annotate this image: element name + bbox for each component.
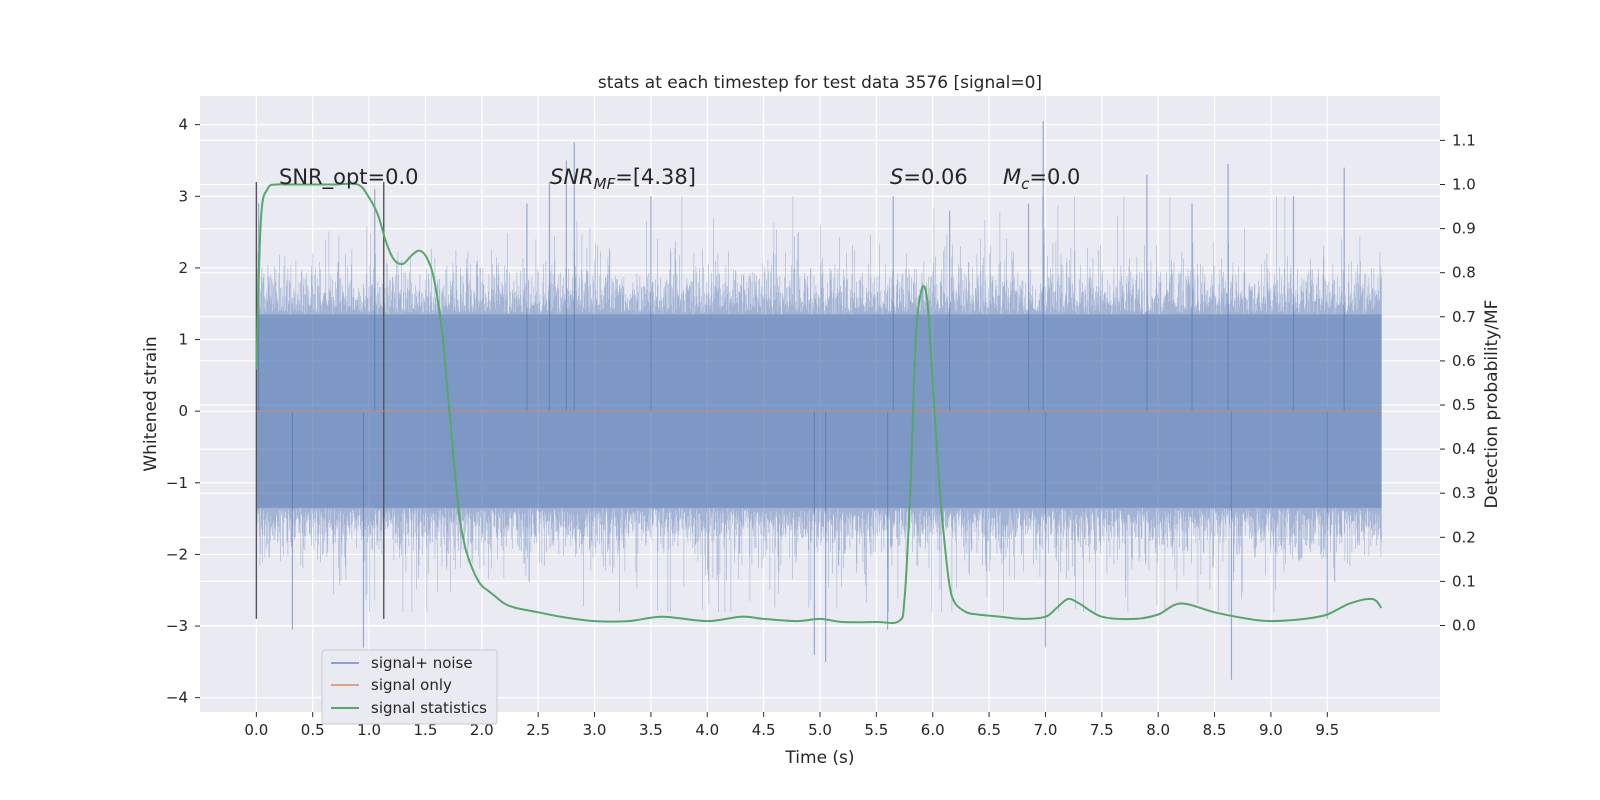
x-tick-label: 0.0 (244, 721, 268, 739)
x-tick-label: 5.5 (864, 721, 888, 739)
x-tick-label: 7.5 (1090, 721, 1114, 739)
legend-label-signal-noise: signal+ noise (371, 654, 473, 672)
y-tick-label: −1 (166, 474, 188, 492)
x-tick-label: 1.0 (357, 721, 381, 739)
x-tick-label: 3.0 (583, 721, 607, 739)
annotation-s-var: S (890, 165, 903, 189)
annotations: SNR_opt=0.0 SNRMF=[4.38] S=0.06 Mc=0.0 (279, 165, 1080, 193)
annotation-snr-mf-value: =[4.38] (615, 165, 696, 189)
annotation-snr-mf-var: SNR (550, 165, 594, 189)
annotation-snr-mf: SNRMF=[4.38] (550, 165, 696, 193)
annotation-snr-mf-sub: MF (594, 175, 616, 193)
y-tick-label: −3 (166, 617, 188, 635)
x-tick-label: 2.5 (526, 721, 550, 739)
x-tick-label: 8.5 (1203, 721, 1227, 739)
x-tick-label: 4.0 (695, 721, 719, 739)
y-tick-label: −4 (166, 689, 188, 707)
y-axis-right-label: Detection probability/MF (1482, 300, 1502, 509)
y-tick-label: 2 (178, 259, 188, 277)
y-tick-label: 0 (178, 402, 188, 420)
legend-label-signal-only: signal only (371, 676, 452, 694)
x-tick-label: 6.5 (977, 721, 1001, 739)
line-series (255, 182, 1383, 625)
annotation-s: S=0.06 (890, 165, 968, 189)
legend-label-signal-statistics: signal statistics (371, 699, 487, 717)
x-tick-label: 1.5 (414, 721, 438, 739)
axes: 0.0 0.5 1.0 1.5 2.0 2.5 3.0 3.5 4.0 4.5 5.0 5.5 6.0 6… (166, 116, 1476, 739)
y-tick-label: −2 (166, 545, 188, 563)
x-tick-label: 0.5 (301, 721, 325, 739)
x-axis-label: Time (s) (784, 748, 854, 768)
x-tick-label: 2.0 (470, 721, 494, 739)
x-tick-label: 7.0 (1034, 721, 1058, 739)
signal-statistics-line (255, 182, 1383, 625)
x-tick-label: 5.0 (808, 721, 832, 739)
annotation-snr-opt: SNR_opt=0.0 (279, 165, 419, 190)
y-right-tick-label: 0.5 (1452, 396, 1476, 414)
annotation-mc: Mc=0.0 (1003, 165, 1080, 193)
y-right-tick-label: 0.1 (1452, 572, 1476, 590)
y-tick-label: 3 (178, 187, 188, 205)
y-axis-label: Whitened strain (141, 336, 161, 471)
annotation-mc-var: M (1003, 165, 1021, 189)
x-tick-label: 8.0 (1146, 721, 1170, 739)
y-right-tick-label: 0.0 (1452, 617, 1476, 635)
annotation-s-value: =0.06 (903, 165, 967, 189)
legend: signal+ noise signal only signal statist… (321, 649, 498, 725)
y-right-tick-label: 0.2 (1452, 528, 1476, 546)
x-tick-label: 9.5 (1315, 721, 1339, 739)
y-right-tick-label: 1.1 (1452, 131, 1476, 149)
chart-title: stats at each timestep for test data 357… (598, 73, 1042, 93)
y-tick-label: 1 (178, 331, 188, 349)
y-tick-label: 4 (178, 116, 188, 134)
x-tick-label: 6.0 (921, 721, 945, 739)
y-right-tick-label: 0.4 (1452, 440, 1476, 458)
x-tick-label: 3.5 (639, 721, 663, 739)
x-tick-label: 9.0 (1259, 721, 1283, 739)
y-right-tick-label: 0.6 (1452, 352, 1476, 370)
annotation-mc-value: =0.0 (1029, 165, 1080, 189)
annotation-mc-sub: c (1021, 175, 1030, 193)
y-right-tick-label: 1.0 (1452, 176, 1476, 194)
legend-box (321, 649, 498, 725)
y-right-tick-label: 0.3 (1452, 484, 1476, 502)
y-right-tick-label: 0.8 (1452, 264, 1476, 282)
y-right-tick-label: 0.9 (1452, 220, 1476, 238)
x-tick-label: 4.5 (752, 721, 776, 739)
marker-lines (255, 181, 385, 619)
y-right-tick-label: 0.7 (1452, 308, 1476, 326)
